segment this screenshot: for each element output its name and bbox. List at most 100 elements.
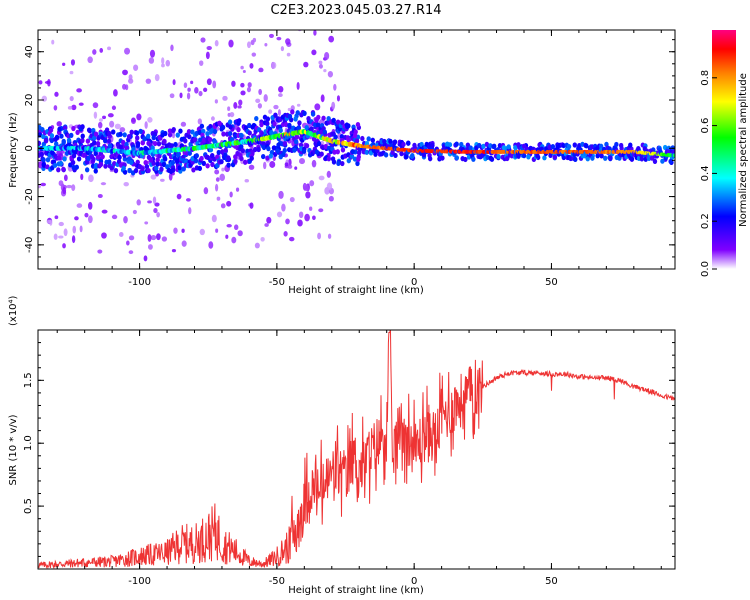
spectrogram-band-cell xyxy=(193,158,199,164)
spectrogram-band-cell xyxy=(310,111,316,117)
spectrogram-band-cell xyxy=(346,123,351,129)
spectrogram-speckle xyxy=(67,106,73,110)
spectrogram-speckle xyxy=(318,208,324,213)
spectrogram-band-cell xyxy=(212,128,218,135)
spectrogram-band-cell xyxy=(164,143,169,149)
spectrogram-band-cell xyxy=(177,165,182,171)
spectrogram-speckle xyxy=(147,234,152,242)
spectrogram-speckle xyxy=(70,59,76,66)
spectrogram-ridge-cell xyxy=(672,153,675,158)
spectrogram-speckle xyxy=(246,87,251,93)
spectrogram-speckle xyxy=(210,116,215,121)
spectrogram-band-cell xyxy=(239,155,244,162)
spectrogram-band-cell xyxy=(124,141,129,148)
spectrogram-band-cell xyxy=(236,127,241,133)
spectrogram-speckle xyxy=(165,59,171,67)
spectrogram-band-cell xyxy=(335,119,341,125)
spectrogram-band-cell xyxy=(48,127,54,133)
spectrogram-speckle xyxy=(311,159,317,168)
spectrogram-band-cell xyxy=(54,134,60,140)
spectrogram-band-cell xyxy=(238,132,244,139)
colorbar-gradient xyxy=(712,30,736,269)
spectrogram-band-cell xyxy=(39,151,44,157)
spectrogram-band-cell xyxy=(371,147,377,153)
spectrogram-band-cell xyxy=(256,146,261,153)
spectrogram-speckle xyxy=(264,43,268,47)
spectrogram-band-cell xyxy=(191,167,196,173)
spectrogram-band-cell xyxy=(331,159,337,165)
spectrogram-band-cell xyxy=(92,140,97,146)
spectrogram-speckle xyxy=(287,107,292,112)
spectrogram-speckle xyxy=(54,215,59,220)
colorbar-tick-label: 0.0 xyxy=(700,261,711,277)
x-tick-label: -100 xyxy=(128,277,151,288)
spectrogram-band-cell xyxy=(275,148,280,154)
spectrogram-band-cell xyxy=(205,131,210,137)
spectrogram-band-cell xyxy=(237,118,242,124)
spectrogram-speckle xyxy=(62,187,67,195)
spectrogram-speckle xyxy=(222,95,228,101)
spectrogram-speckle xyxy=(203,187,209,195)
spectrogram-speckle xyxy=(179,92,183,99)
snr-y-multiplier: (x10⁴) xyxy=(8,295,19,326)
spectrogram-speckle xyxy=(147,117,153,123)
snr-x-axis-label: Height of straight line (km) xyxy=(288,585,424,596)
spectrogram-speckle xyxy=(114,123,121,130)
spectrogram-speckle xyxy=(314,103,321,111)
spectrogram-speckle xyxy=(318,175,325,181)
spectrogram-speckle xyxy=(150,234,157,241)
spectrogram-speckle xyxy=(254,242,260,249)
spectrogram-speckle xyxy=(272,155,276,161)
spectrogram-speckle xyxy=(197,118,202,125)
spectrogram-band-cell xyxy=(335,149,340,155)
spectrogram-band-cell xyxy=(121,165,126,171)
spectrogram-speckle xyxy=(296,103,301,107)
spectrogram-speckle xyxy=(285,38,291,45)
spectrogram-speckle xyxy=(296,82,300,90)
spectrogram-band-cell xyxy=(154,165,159,171)
spectrogram-band-cell xyxy=(138,128,143,134)
spectrogram-speckle xyxy=(317,232,322,240)
spectrogram-band-cell xyxy=(304,125,309,131)
spectrogram-speckle xyxy=(72,225,77,234)
spectrogram-speckle xyxy=(269,33,274,38)
spectrogram-band-cell xyxy=(316,114,321,120)
spectrogram-band-cell xyxy=(86,127,92,133)
spectrogram-speckle xyxy=(79,225,83,233)
spectrogram-speckle xyxy=(273,104,279,110)
spectrogram-band-cell xyxy=(566,144,572,150)
spectrogram-data xyxy=(38,30,675,262)
spectrogram-speckle xyxy=(289,196,295,203)
spectrogram-speckle xyxy=(287,164,293,169)
spectrogram-band-cell xyxy=(227,119,233,125)
spectrogram-band-cell xyxy=(109,165,114,171)
spectrogram-band-cell xyxy=(197,165,203,172)
spectrogram-speckle xyxy=(318,64,323,69)
spectrogram-speckle xyxy=(208,241,214,249)
spectrogram-speckle xyxy=(284,162,289,167)
spectrogram-band-cell xyxy=(118,144,123,150)
spectrogram-frame xyxy=(37,29,676,270)
spectrogram-speckle xyxy=(181,228,185,233)
spectrogram-speckle xyxy=(258,88,262,96)
spectrogram-speckle xyxy=(246,41,251,49)
spectrogram-band-cell xyxy=(155,161,160,167)
spectrogram-band-cell xyxy=(80,137,85,144)
spectrogram-band-cell xyxy=(146,133,151,139)
spectrogram-band-cell xyxy=(561,142,566,149)
spectrogram-band-cell xyxy=(215,154,220,160)
spectrogram-band-cell xyxy=(496,153,501,160)
spectrogram-speckle xyxy=(278,93,283,98)
spectrogram-speckle xyxy=(186,92,191,100)
spectrogram-speckle xyxy=(145,78,152,84)
spectrogram-speckle xyxy=(214,169,220,175)
colorbar-tick-label: 0.4 xyxy=(700,165,711,181)
spectrogram-band-cell xyxy=(261,153,266,160)
spectrogram-band-cell xyxy=(636,145,641,152)
spectrogram-band-cell xyxy=(91,156,96,162)
spectrogram-band-cell xyxy=(366,136,371,142)
spectrogram-band-cell xyxy=(59,133,64,139)
spectrogram-band-cell xyxy=(254,115,259,122)
spectrogram-band-cell xyxy=(314,149,320,155)
spectrogram-speckle xyxy=(229,191,233,198)
